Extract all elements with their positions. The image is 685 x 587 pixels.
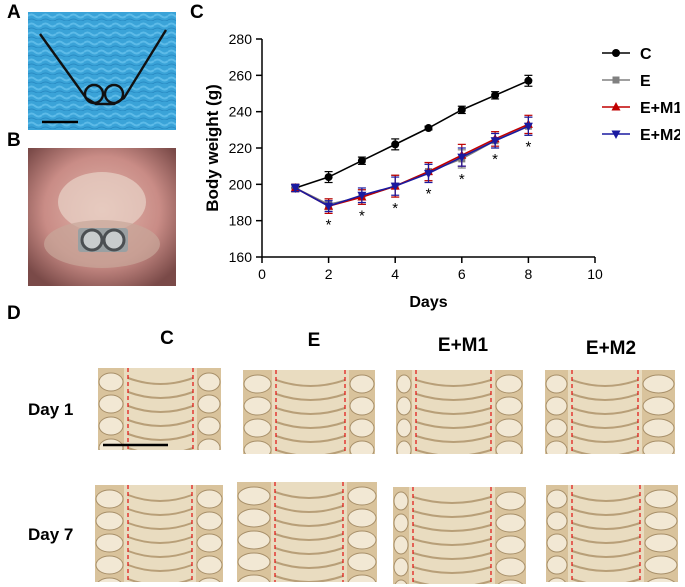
column-title-e-m1: E+M1: [437, 335, 489, 356]
x-axis-label: Days: [409, 294, 447, 311]
palate-photo: [393, 487, 526, 584]
column-title-e-m2: E+M2: [585, 338, 637, 359]
palate-photo: [546, 485, 678, 582]
data-point-e-m2: [523, 122, 533, 132]
column-title-c: C: [160, 328, 174, 349]
data-point-e-m2: [390, 182, 400, 192]
series-line-c: [295, 80, 529, 189]
data-point-c: [324, 173, 333, 182]
x-tick-label: 2: [325, 266, 333, 282]
legend-label-c: C: [640, 46, 652, 63]
significance-star: *: [359, 207, 365, 224]
x-tick-label: 10: [587, 266, 603, 282]
palate-photo: [98, 368, 221, 450]
legend-marker-e-m1: [611, 102, 621, 111]
data-point-c: [357, 156, 366, 165]
data-point-e-m2: [490, 137, 500, 146]
legend-marker-e-m2: [611, 130, 621, 139]
data-point-e-m2: [290, 184, 300, 193]
legend-label-e: E: [640, 73, 651, 90]
column-title-e: E: [307, 330, 321, 351]
data-point-c: [391, 140, 400, 149]
spring-appliance-photo: [28, 12, 176, 130]
row-title-day-1: Day 1: [28, 400, 74, 419]
panel-label-b: B: [7, 130, 21, 151]
legend-label-e-m1: E+M1: [640, 100, 680, 117]
legend-label-e-m2: E+M2: [640, 127, 680, 144]
y-tick-label: 220: [229, 140, 253, 156]
y-tick-label: 180: [229, 213, 253, 229]
data-point-c: [457, 105, 466, 114]
y-tick-label: 240: [229, 104, 253, 120]
significance-star: *: [459, 171, 465, 188]
palate-photo: [396, 370, 523, 454]
data-point-e-m2: [357, 191, 367, 201]
row-title-day-7: Day 7: [28, 525, 74, 544]
significance-star: *: [326, 216, 332, 233]
significance-star: *: [392, 200, 398, 217]
y-tick-label: 160: [229, 249, 253, 265]
palate-photo: [95, 485, 223, 582]
significance-star: *: [426, 186, 432, 203]
y-tick-label: 280: [229, 31, 253, 47]
data-point-c: [524, 76, 533, 85]
significance-star: *: [525, 138, 531, 155]
legend-marker-e: [612, 76, 620, 84]
x-tick-label: 4: [391, 266, 399, 282]
data-point-c: [424, 124, 433, 133]
panel-label-d: D: [7, 303, 21, 324]
data-point-e-m2: [457, 153, 467, 163]
palate-photo: [237, 482, 377, 582]
palate-photo: [243, 370, 375, 454]
palate-photo: [545, 370, 675, 454]
series-line-e-m2: [294, 125, 529, 208]
legend-marker-c: [612, 49, 620, 57]
y-tick-label: 260: [229, 67, 253, 83]
y-axis-label: Body weight (g): [203, 84, 222, 211]
x-tick-label: 8: [525, 266, 533, 282]
data-point-e-m2: [424, 169, 433, 179]
y-tick-label: 200: [229, 176, 253, 192]
data-point-c: [491, 91, 500, 100]
body-weight-chart: 160 180 200 220 240 260 280 0 2 4 6 8 10 Days Body wei…: [203, 31, 680, 311]
panel-label-a: A: [7, 2, 21, 23]
intraoral-appliance-photo: [28, 148, 176, 286]
data-point-e-m2: [324, 202, 334, 212]
significance-star: *: [492, 151, 498, 168]
x-tick-label: 0: [258, 266, 266, 282]
panel-label-c: C: [190, 2, 204, 23]
x-tick-label: 6: [458, 266, 466, 282]
